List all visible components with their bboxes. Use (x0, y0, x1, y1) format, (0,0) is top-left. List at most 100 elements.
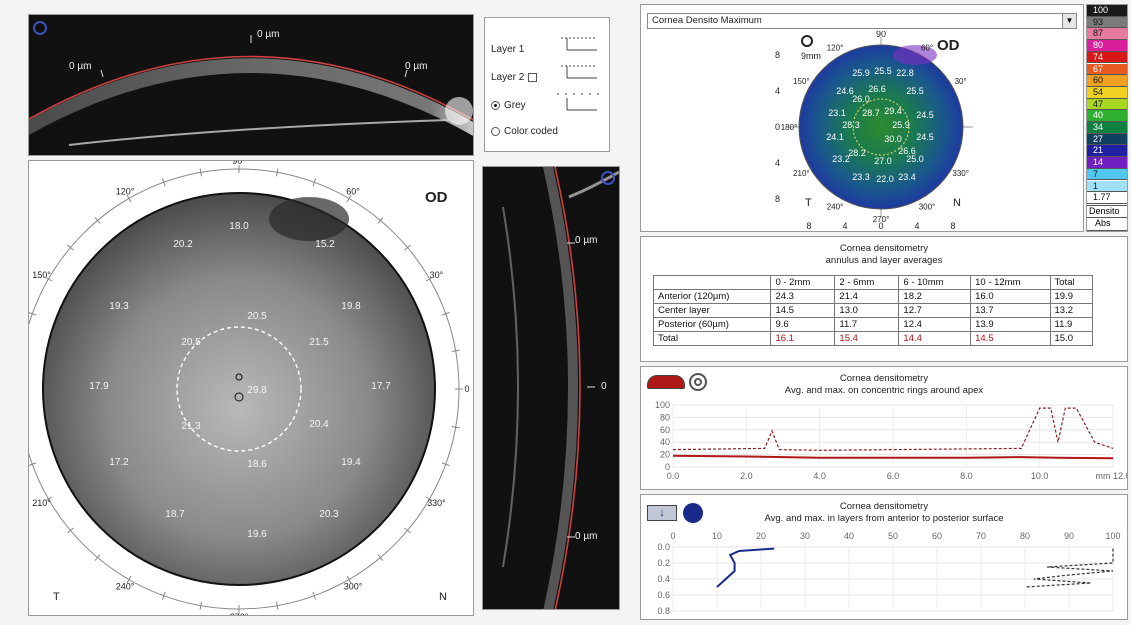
angle-tick (199, 601, 202, 610)
density-value: 27.0 (874, 156, 892, 166)
axis-tick: 0 (775, 122, 780, 132)
y-tick-label: 40 (660, 437, 670, 447)
table-row: Center layer 14.5 13.0 12.7 13.7 13.2 (652, 303, 1094, 318)
density-value: 24.5 (916, 132, 934, 142)
rings-icon[interactable] (689, 373, 707, 391)
layer-1-label: Layer 1 (491, 44, 525, 55)
angle-label: 30° (955, 77, 967, 86)
chevron-down-icon[interactable]: ▼ (1062, 14, 1076, 28)
angle-tick (126, 575, 132, 584)
x-tick-label: 6.0 (887, 471, 900, 481)
table-cell: 24.3 (770, 289, 836, 304)
angle-tick (44, 496, 53, 502)
legend-step: 1.77 (1087, 192, 1127, 204)
density-value: 19.6 (247, 529, 267, 540)
chart-title: Cornea densitometry (839, 501, 929, 512)
x-tick-label: 30 (800, 531, 810, 541)
grey-option[interactable]: Grey (491, 100, 526, 111)
density-value: 23.1 (828, 108, 846, 118)
x-tick-label: 8.0 (960, 471, 973, 481)
table-cell: 15.0 (1049, 331, 1094, 346)
angle-label: 60° (921, 43, 933, 52)
angle-label: 240° (827, 203, 844, 212)
angle-label: 0 (464, 384, 469, 394)
scan-depth-label: 0 µm (257, 29, 280, 40)
x-tick-label: 10 (712, 531, 722, 541)
angle-tick (67, 244, 74, 251)
legend-unit-label[interactable]: Abs (1087, 218, 1127, 231)
series-max-line (672, 407, 1114, 451)
angle-tick (346, 194, 352, 203)
axis-tick: 8 (950, 221, 955, 231)
layer-2-checkbox[interactable] (528, 72, 538, 82)
y-tick-label: 0.0 (657, 542, 670, 552)
map-type-dropdown[interactable]: Cornea Densito Maximum ▼ (647, 13, 1077, 29)
layer-2-option[interactable]: Layer 2 (491, 72, 538, 83)
density-value: 19.8 (341, 301, 361, 312)
axis-tick: 8 (806, 221, 811, 231)
table-header-row: 0 - 2mm 2 - 6mm 6 - 10mm 10 - 12mm Total (652, 275, 1094, 290)
density-value: 19.3 (109, 301, 129, 312)
table-row-total: Total 16.1 15.4 14.4 14.5 15.0 (652, 331, 1094, 346)
grey-radio[interactable] (491, 100, 500, 110)
legend-step: 21 (1087, 145, 1127, 158)
magnifier-icon[interactable] (801, 35, 813, 47)
y-tick-label: 60 (660, 425, 670, 435)
color-coded-label: Color coded (504, 126, 558, 137)
angle-tick (441, 462, 450, 467)
angle-label: 150° (793, 77, 810, 86)
angle-tick (161, 591, 166, 600)
density-value: 20.5 (181, 337, 201, 348)
density-value: 26.6 (868, 84, 886, 94)
series-avg-line (672, 454, 1114, 460)
angle-tick (404, 527, 411, 534)
axis-tick: 0 (878, 221, 883, 231)
scan-depth-label: 0 µm (575, 235, 598, 246)
legend-step: 1 (1087, 180, 1127, 193)
angle-label: 180° (781, 123, 798, 132)
color-map: 8 4 0 4 8 8 4 0 4 8 90 120° 60° 150° 30° 180° 330° 210° 24… (775, 31, 973, 231)
table-title: Cornea densitometry (839, 243, 929, 254)
table-cell: 13.9 (970, 317, 1051, 332)
axis-tick: 4 (842, 221, 847, 231)
legend-step: 67 (1087, 63, 1127, 76)
angle-label: 120° (116, 187, 135, 197)
x-tick-label: mm 12.0 (1095, 471, 1128, 481)
layer-2-label: Layer 2 (491, 72, 525, 83)
eye-label: OD (425, 189, 448, 206)
map-type-value: Cornea Densito Maximum (652, 15, 762, 26)
eye-orientation-icon[interactable] (33, 21, 47, 35)
angle-label: 300° (919, 203, 936, 212)
layer-1-option[interactable]: Layer 1 (491, 44, 524, 55)
x-tick-label: 80 (1020, 531, 1030, 541)
angle-tick (126, 194, 132, 203)
x-tick-label: 100 (1105, 531, 1120, 541)
density-value: 29.4 (884, 106, 902, 116)
apex-marker (235, 373, 243, 381)
table-header (652, 275, 772, 290)
color-legend: 100 93 87 80 74 67 60 54 47 40 34 27 21 14 7 1 1.77 Dens… (1086, 4, 1128, 232)
layers-chart-panel: ↓ Cornea densitometry Avg. and max. in l… (640, 494, 1128, 620)
y-tick-label: 0.6 (657, 590, 670, 600)
angle-tick (425, 496, 434, 502)
rings-chart-panel: Cornea densitometry Avg. and max. on con… (640, 366, 1128, 490)
table-cell: 12.4 (898, 317, 972, 332)
pupil-marker (234, 392, 244, 402)
density-value: 18.0 (229, 221, 249, 232)
legend-step: 80 (1087, 40, 1127, 52)
grey-map: 90°60°30°0330°300°270°240°210°180°150°12… (29, 161, 470, 615)
series-max-line (1024, 548, 1114, 588)
color-coded-radio[interactable] (491, 126, 500, 136)
angle-label: 30° (430, 270, 444, 280)
annulus-icon[interactable] (647, 375, 685, 389)
angle-tick (312, 178, 317, 187)
angle-tick (451, 426, 460, 429)
legend-mode-label[interactable]: Densito (1087, 205, 1127, 218)
table-cell: 18.2 (898, 289, 972, 304)
table-cell: 14.4 (898, 331, 972, 346)
eye-orientation-icon[interactable] (601, 171, 615, 185)
zoom-label[interactable]: 9mm (801, 51, 821, 61)
layer-dot-icon[interactable] (683, 503, 703, 523)
color-coded-option[interactable]: Color coded (491, 126, 558, 137)
layer-arrow-icon[interactable]: ↓ (647, 505, 677, 521)
